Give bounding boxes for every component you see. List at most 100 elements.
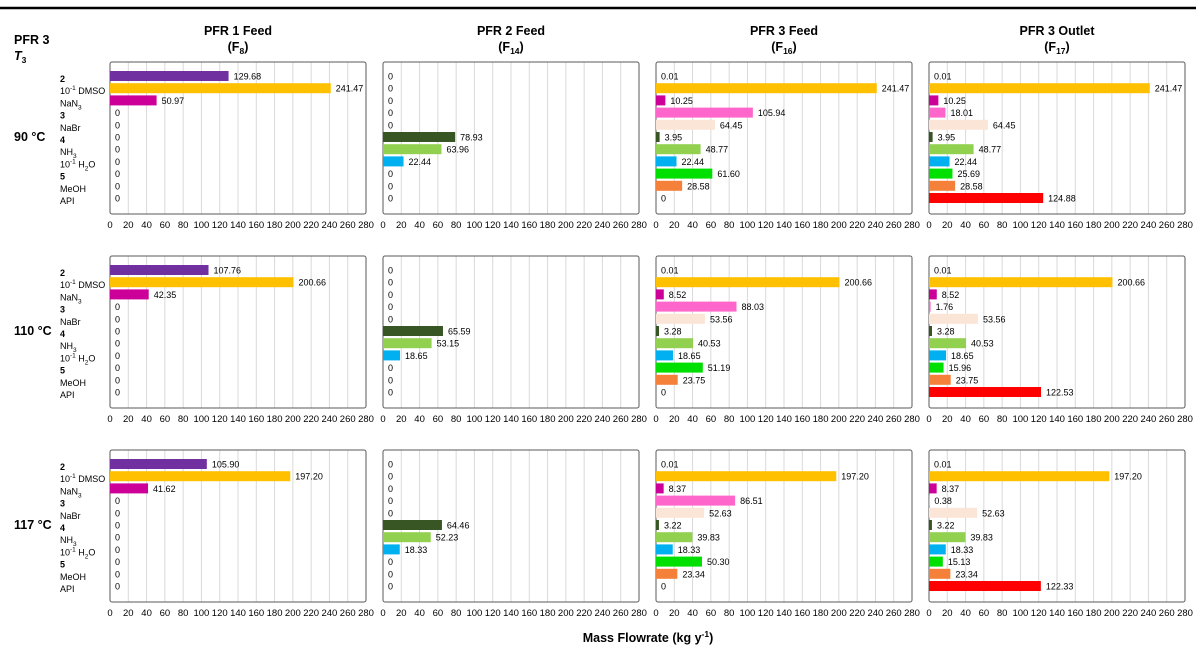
column-subtitle-main: (F <box>228 40 240 54</box>
column-subtitle-2: (F14) <box>498 40 523 56</box>
x-tick-label: 140 <box>503 220 519 231</box>
data-label: 48.77 <box>706 145 729 155</box>
x-tick-label: 100 <box>1012 414 1028 425</box>
x-tick-label: 180 <box>813 414 829 425</box>
x-tick-label: 280 <box>1177 608 1193 619</box>
x-tick-label: 240 <box>321 414 337 425</box>
x-tick-label: 180 <box>1086 414 1102 425</box>
x-tick-label: 180 <box>540 220 556 231</box>
data-label: 15.13 <box>948 557 971 567</box>
x-tick-label: 200 <box>831 414 847 425</box>
data-label: 129.68 <box>234 72 262 82</box>
category-label: 2 <box>60 268 65 278</box>
data-label: 23.34 <box>955 569 978 579</box>
x-tick-label: 240 <box>1140 220 1156 231</box>
data-label: 52.63 <box>709 508 732 518</box>
data-label: 63.96 <box>446 145 469 155</box>
bar <box>656 132 660 142</box>
category-label: 5 <box>60 172 65 182</box>
x-tick-label: 20 <box>669 414 680 425</box>
x-tick-label: 120 <box>758 608 774 619</box>
x-tick-label: 200 <box>285 414 301 425</box>
category-label: 10-1 H2O <box>60 546 95 560</box>
data-label: 3.22 <box>937 521 955 531</box>
x-tick-label: 260 <box>886 220 902 231</box>
x-tick-label: 180 <box>1086 608 1102 619</box>
panel-r2-c3: 0 20 40 60 80 100 120 140 160 180 200 220 240 260 2800… <box>653 256 920 425</box>
x-tick-label: 40 <box>414 414 425 425</box>
data-label: 0 <box>115 375 120 385</box>
bar <box>656 557 702 567</box>
data-label: 8.52 <box>942 290 960 300</box>
x-tick-label: 160 <box>248 608 264 619</box>
data-label: 0 <box>388 388 393 398</box>
category-label: 4 <box>60 329 65 339</box>
x-tick-label: 20 <box>669 608 680 619</box>
data-label: 18.65 <box>405 351 428 361</box>
bar <box>656 95 665 105</box>
data-label: 0.38 <box>934 496 952 506</box>
column-subtitle-main: (F <box>1044 40 1056 54</box>
data-label: 0 <box>115 327 120 337</box>
data-label: 3.95 <box>938 133 956 143</box>
x-tick-label: 200 <box>1104 220 1120 231</box>
data-label: 50.97 <box>162 96 185 106</box>
x-tick-label: 20 <box>396 608 407 619</box>
x-tick-label: 140 <box>1049 220 1065 231</box>
bar <box>656 350 673 360</box>
data-label: 0 <box>388 302 393 312</box>
x-tick-label: 120 <box>485 608 501 619</box>
x-tick-label: 180 <box>1086 220 1102 231</box>
data-label: 0 <box>115 388 120 398</box>
category-label: 10-1 H2O <box>60 352 95 366</box>
bar <box>656 83 877 93</box>
category-label: 10-1 DMSO <box>60 279 105 290</box>
bar <box>929 350 946 360</box>
data-label: 8.52 <box>669 290 687 300</box>
bar <box>110 265 209 275</box>
data-label: 8.37 <box>669 484 687 494</box>
data-label: 18.33 <box>951 545 974 555</box>
data-label: 0 <box>388 484 393 494</box>
data-label: 0 <box>115 496 120 506</box>
data-label: 0 <box>115 569 120 579</box>
x-tick-label: 40 <box>960 608 971 619</box>
data-label: 107.76 <box>214 266 242 276</box>
data-label: 41.62 <box>153 484 176 494</box>
data-label: 0.01 <box>661 460 679 470</box>
category-label-rest: DMSO <box>76 86 106 96</box>
x-tick-label: 140 <box>776 414 792 425</box>
x-tick-label: 200 <box>285 608 301 619</box>
data-label: 0 <box>115 521 120 531</box>
x-tick-label: 40 <box>960 220 971 231</box>
x-tick-label: 100 <box>1012 608 1028 619</box>
x-tick-label: 220 <box>1122 220 1138 231</box>
x-tick-label: 0 <box>107 414 112 425</box>
x-tick-label: 260 <box>613 414 629 425</box>
x-tick-label: 220 <box>849 414 865 425</box>
bar <box>929 471 1109 481</box>
x-tick-label: 220 <box>303 608 319 619</box>
data-label: 15.96 <box>949 363 972 373</box>
data-label: 64.45 <box>720 120 743 130</box>
data-label: 0 <box>661 582 666 592</box>
category-label-rest: O <box>88 547 95 557</box>
data-label: 0 <box>388 278 393 288</box>
bar <box>929 156 950 166</box>
x-tick-label: 60 <box>979 608 990 619</box>
x-tick-label: 260 <box>613 220 629 231</box>
x-tick-label: 160 <box>1067 414 1083 425</box>
data-label: 0 <box>661 388 666 398</box>
category-label-main: MeOH <box>60 572 86 582</box>
category-label: NaN3 <box>60 486 82 499</box>
data-label: 0 <box>388 472 393 482</box>
bar <box>383 544 400 554</box>
x-tick-label: 40 <box>141 220 152 231</box>
category-label-main: NH <box>60 341 73 351</box>
data-label: 52.63 <box>982 508 1005 518</box>
column-subtitle-sub: 17 <box>1056 46 1066 56</box>
x-tick-label: 280 <box>358 220 374 231</box>
x-tick-label: 40 <box>687 608 698 619</box>
category-label-main: 5 <box>60 172 65 182</box>
x-tick-label: 140 <box>776 220 792 231</box>
